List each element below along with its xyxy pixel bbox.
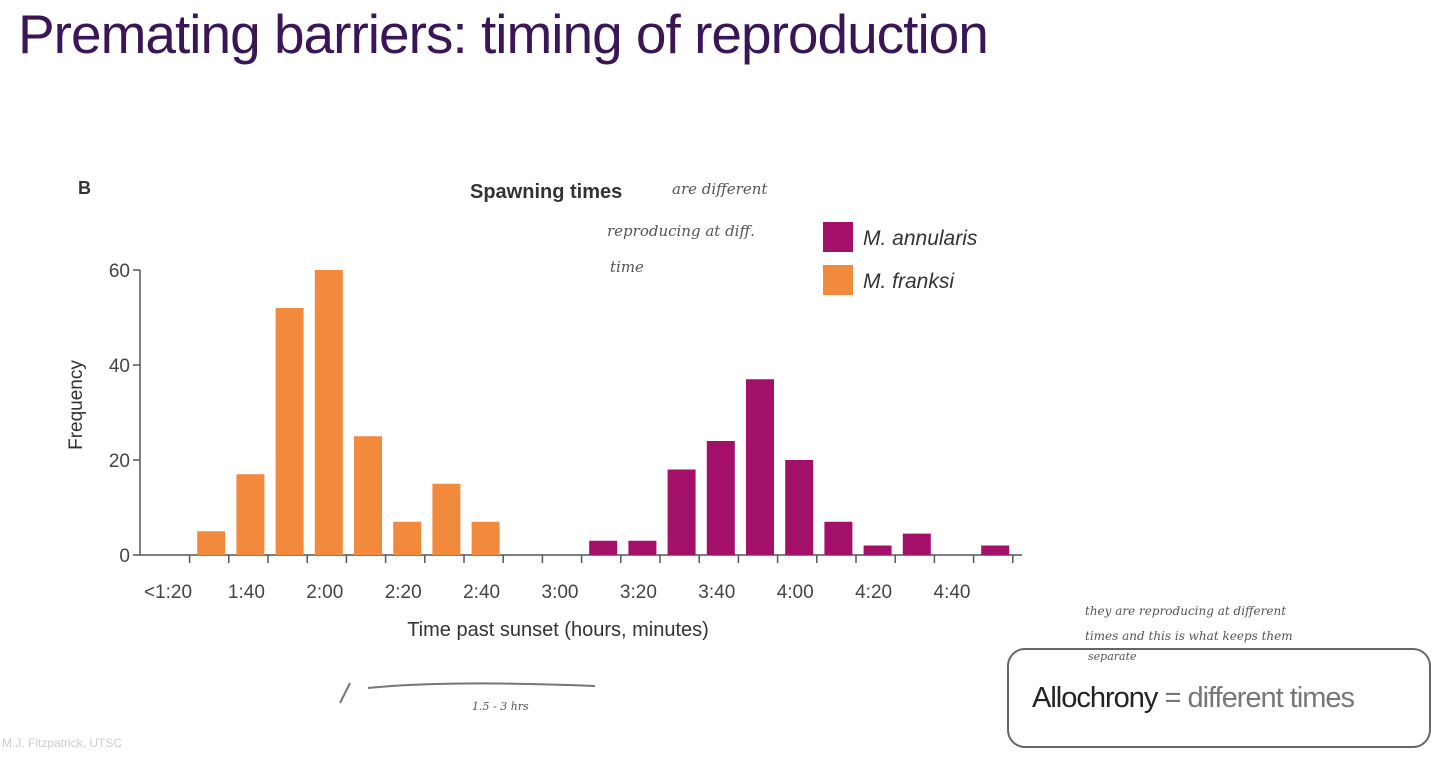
x-axis-label: Time past sunset (hours, minutes) bbox=[407, 619, 709, 641]
bar-m-annularis330 bbox=[667, 469, 696, 555]
note-are-different: are different bbox=[672, 180, 768, 198]
bar-m-franksi130 bbox=[197, 531, 226, 555]
x-tick-label: 3:20 bbox=[620, 582, 657, 603]
bar-m-annularis400 bbox=[785, 460, 814, 555]
legend: M. annularis M. franksi bbox=[823, 222, 978, 295]
bar-m-franksi200 bbox=[314, 270, 343, 555]
bar-m-franksi240 bbox=[471, 521, 500, 555]
bar-m-franksi150 bbox=[275, 308, 304, 555]
legend-swatch-franksi bbox=[823, 265, 853, 295]
x-tick-label: 1:40 bbox=[228, 582, 265, 603]
y-tick-label: 40 bbox=[109, 356, 130, 377]
x-tick-label: 3:00 bbox=[542, 582, 579, 603]
bar-m-franksi210 bbox=[354, 436, 382, 555]
bar-m-franksi140 bbox=[236, 474, 265, 555]
x-tick-label: 2:00 bbox=[306, 582, 343, 603]
bar-m-franksi220 bbox=[393, 521, 422, 555]
x-tick-label: 2:20 bbox=[385, 582, 422, 603]
bar-m-annularis340 bbox=[706, 441, 735, 555]
credit: M.J. Fitzpatrick, UTSC bbox=[2, 736, 123, 750]
chart-title: Spawning times bbox=[470, 181, 622, 203]
bar-m-annularis430 bbox=[902, 533, 931, 555]
x-tick-label: 4:00 bbox=[777, 582, 814, 603]
allochrony-callout: Allochrony = different times bbox=[1032, 682, 1355, 715]
bar-m-annularis320 bbox=[628, 540, 657, 555]
note-time: time bbox=[610, 258, 644, 276]
legend-label-annularis: M. annularis bbox=[863, 227, 978, 250]
y-tick-label: 0 bbox=[119, 546, 130, 567]
note-line-1: they are reproducing at different bbox=[1085, 604, 1287, 618]
x-tick-label: <1:20 bbox=[144, 582, 192, 603]
y-tick-label: 60 bbox=[109, 261, 130, 282]
allochrony-term: Allochrony bbox=[1032, 682, 1158, 714]
note-duration: 1.5 - 3 hrs bbox=[472, 700, 529, 713]
y-tick-label: 20 bbox=[109, 451, 130, 472]
allochrony-definition: = different times bbox=[1157, 682, 1355, 714]
legend-swatch-annularis bbox=[823, 222, 853, 252]
bar-m-annularis350 bbox=[746, 379, 774, 555]
x-tick-label: 3:40 bbox=[698, 582, 735, 603]
note-line-2: times and this is what keeps them bbox=[1085, 629, 1293, 643]
note-line-3: separate bbox=[1088, 650, 1137, 663]
bar-m-franksi230 bbox=[432, 483, 461, 555]
y-axis-label: Frequency bbox=[66, 360, 87, 450]
bar-m-annularis410 bbox=[824, 521, 853, 555]
bar-m-annularis450 bbox=[981, 545, 1010, 555]
callout-box bbox=[1007, 648, 1431, 748]
x-tick-label: 4:40 bbox=[934, 582, 971, 603]
x-tick-label: 2:40 bbox=[463, 582, 500, 603]
bar-m-annularis310 bbox=[589, 540, 618, 555]
handwritten-arrow bbox=[339, 682, 596, 704]
legend-label-franksi: M. franksi bbox=[863, 270, 955, 293]
x-tick-label: 4:20 bbox=[855, 582, 892, 603]
note-reproducing: reproducing at diff. bbox=[607, 222, 755, 240]
bar-m-annularis420 bbox=[863, 545, 892, 555]
panel-label: B bbox=[78, 178, 91, 198]
slide-title: Premating barriers: timing of reproducti… bbox=[18, 3, 989, 65]
